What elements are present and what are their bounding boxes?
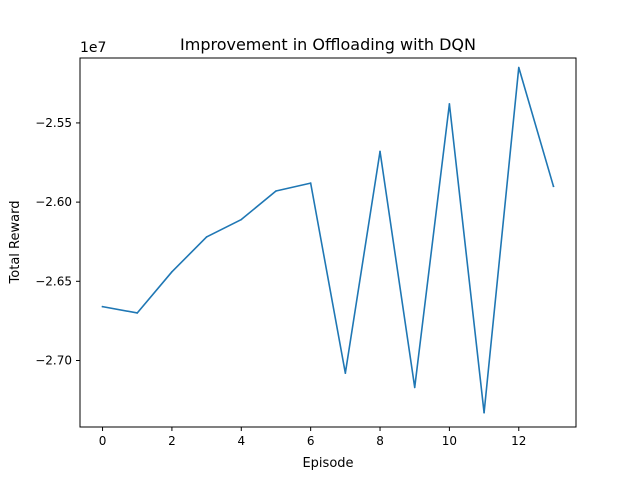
data-point [483,411,485,414]
y-tick-label: −2.65 [35,274,72,288]
x-tick-label: 12 [511,434,526,448]
x-tick-label: 8 [376,434,384,448]
data-point [136,312,139,314]
data-point [379,150,381,153]
y-tick-label: −2.55 [35,116,72,130]
y-tick-label: −2.60 [35,195,72,209]
x-tick-label: 2 [168,434,176,448]
plot-area [79,57,577,428]
x-tick-label: 0 [99,434,107,448]
y-axis: −2.70 −2.65 −2.60 −2.55 [35,116,80,367]
data-point [101,305,104,308]
data-point [309,182,312,184]
series-layer [101,66,555,414]
plot-frame [79,57,577,428]
data-point [275,190,277,192]
data-point [171,271,173,273]
y-tick-label: −2.70 [35,353,72,367]
series-line [101,66,555,414]
y-offset-label: 1e7 [80,40,106,56]
data-point [205,236,208,238]
data-point [552,185,555,188]
data-point [517,66,520,69]
x-tick-label: 6 [307,434,315,448]
x-axis-label: Episode [302,456,353,471]
y-axis-label: Total Reward [8,201,23,285]
chart-title: Improvement in Offloading with DQN [180,35,476,54]
data-point [240,218,243,221]
x-tick-label: 4 [237,434,245,448]
data-point [413,386,416,389]
data-point [344,372,347,374]
data-point [448,103,451,105]
x-tick-label: 10 [442,434,457,448]
x-axis: 0 2 4 6 8 10 12 [99,427,526,448]
